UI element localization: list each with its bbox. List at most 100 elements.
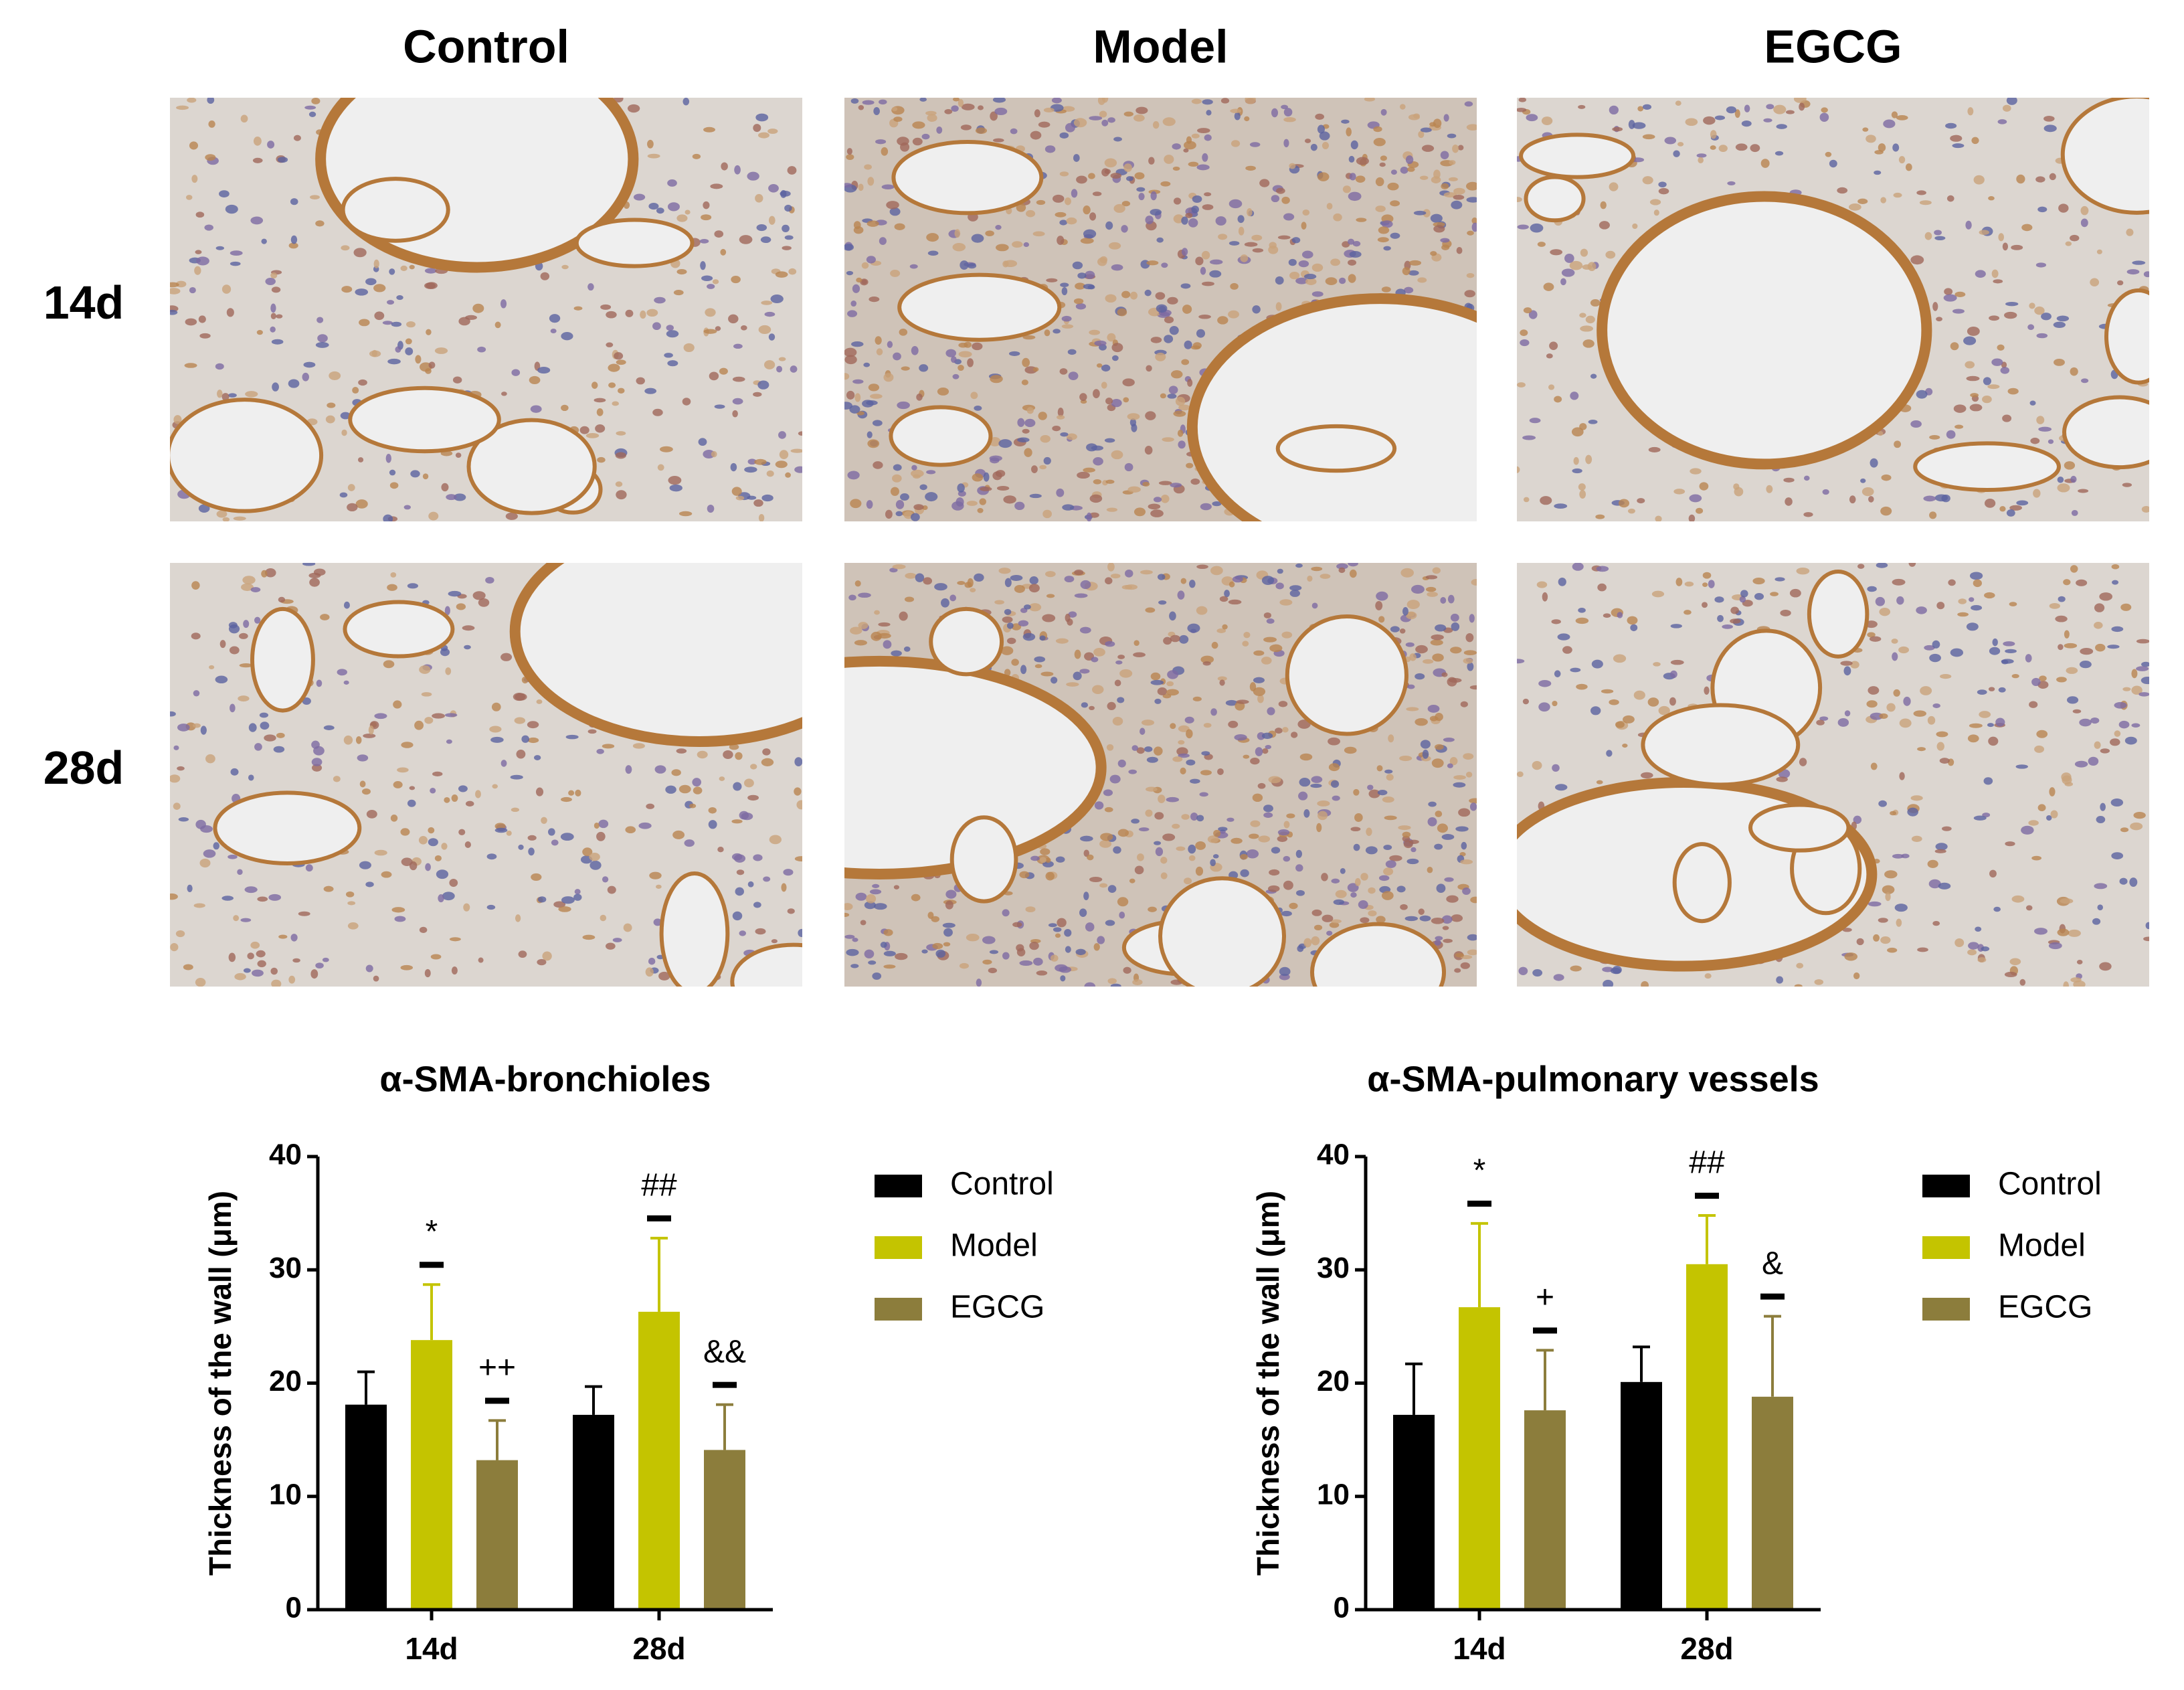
cell	[1170, 483, 1182, 488]
error-bar	[1405, 1362, 1423, 1415]
cell	[1741, 120, 1752, 127]
cell	[1595, 514, 1605, 519]
cell	[1044, 571, 1056, 578]
cell	[1199, 792, 1208, 797]
cell	[2054, 358, 2065, 366]
cell	[1253, 650, 1265, 656]
cell	[867, 220, 879, 227]
cell	[1310, 143, 1317, 151]
cell	[441, 483, 449, 492]
cell	[1184, 141, 1196, 150]
cell	[430, 954, 442, 960]
cell	[1571, 427, 1584, 437]
cell	[1333, 899, 1345, 906]
cell	[899, 611, 908, 621]
cell	[954, 229, 961, 238]
cell	[173, 802, 181, 810]
cell	[1307, 575, 1313, 582]
cell	[2031, 677, 2041, 686]
cell	[1984, 498, 1996, 508]
cell	[1137, 853, 1144, 861]
cell	[1341, 119, 1350, 124]
cell	[1850, 661, 1859, 669]
cell	[893, 352, 901, 361]
cell	[1226, 817, 1235, 822]
cell	[2145, 922, 2149, 930]
cell	[682, 98, 690, 106]
cell	[365, 278, 377, 286]
cell	[1894, 904, 1908, 912]
cell	[455, 452, 462, 458]
cell	[1166, 689, 1179, 696]
cell	[734, 165, 741, 175]
cell	[1177, 429, 1184, 437]
cell	[500, 392, 507, 396]
cell	[1518, 98, 1526, 102]
cell	[464, 841, 471, 848]
cell	[2036, 333, 2048, 339]
cell	[900, 493, 909, 501]
cell	[1517, 197, 1522, 203]
cell	[794, 466, 802, 473]
cell	[905, 572, 917, 579]
cell	[464, 645, 471, 650]
cell	[327, 402, 336, 408]
cell	[1417, 277, 1427, 283]
cell	[1911, 835, 1922, 843]
cell	[1057, 236, 1065, 246]
cell	[2053, 321, 2066, 328]
cell	[1160, 857, 1168, 864]
cell	[594, 822, 600, 829]
cell	[1062, 504, 1075, 511]
cell	[1413, 113, 1420, 118]
cell	[683, 343, 695, 353]
cell	[270, 272, 278, 279]
cell	[1030, 855, 1040, 861]
cell	[673, 290, 684, 296]
cell	[1104, 807, 1113, 813]
cell	[1373, 138, 1386, 147]
cell	[1579, 489, 1586, 499]
cell	[600, 304, 612, 310]
lumen	[348, 386, 501, 454]
cell	[1991, 269, 1999, 278]
cell	[426, 282, 438, 289]
cell	[1097, 257, 1107, 266]
cell	[548, 828, 555, 836]
cell	[1310, 783, 1322, 788]
cell	[1340, 867, 1346, 874]
cell	[254, 616, 261, 624]
cell	[1696, 507, 1704, 514]
cell	[1073, 118, 1087, 128]
cell	[531, 873, 542, 881]
cell	[1134, 865, 1144, 875]
cell	[1173, 197, 1182, 205]
micrograph	[1517, 563, 2149, 987]
cell	[305, 864, 313, 872]
cell	[1259, 179, 1270, 187]
cell	[1750, 144, 1760, 153]
cell	[2058, 644, 2064, 651]
cell	[1079, 626, 1091, 634]
cell	[2114, 730, 2121, 737]
cell	[458, 317, 470, 326]
cell	[1866, 700, 1878, 708]
cell	[1773, 104, 1787, 114]
cell	[2027, 324, 2035, 331]
cell	[233, 915, 240, 922]
cell	[1002, 909, 1010, 917]
cell	[1006, 622, 1014, 629]
cell	[1399, 104, 1406, 110]
cell	[1043, 107, 1055, 113]
cell	[1415, 717, 1428, 726]
cell	[494, 321, 501, 329]
cell	[852, 938, 858, 942]
cell	[1181, 359, 1190, 365]
cell	[1853, 972, 1860, 980]
cell	[340, 412, 351, 420]
cell	[1242, 641, 1249, 647]
cell	[1333, 213, 1342, 222]
cell	[1898, 646, 1910, 654]
cell	[215, 363, 224, 370]
cell	[1348, 191, 1362, 201]
